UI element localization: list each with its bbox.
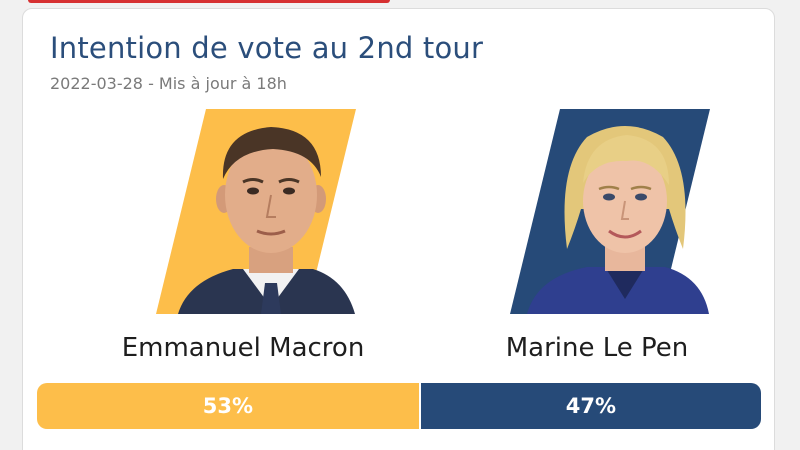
candidate-macron: Emmanuel Macron (83, 109, 403, 369)
poll-date: 2022-03-28 - Mis à jour à 18h (50, 74, 287, 93)
portrait-marine-le-pen (437, 109, 757, 314)
poll-title: Intention de vote au 2nd tour (50, 31, 484, 65)
alert-strip (28, 0, 390, 3)
portrait-emmanuel-macron (83, 109, 403, 314)
candidate-name: Marine Le Pen (505, 333, 689, 363)
vote-share-label: 47% (565, 394, 616, 418)
vote-share-macron: 53% (37, 383, 421, 429)
vote-share-label: 53% (202, 394, 253, 418)
poll-card: Intention de vote au 2nd tour 2022-03-28… (22, 8, 775, 450)
vote-share-le-pen: 47% (420, 383, 761, 429)
candidate-name: Emmanuel Macron (121, 333, 365, 363)
candidate-le-pen: Marine Le Pen (437, 109, 757, 369)
vote-share-bar: 53% 47% (37, 383, 761, 429)
